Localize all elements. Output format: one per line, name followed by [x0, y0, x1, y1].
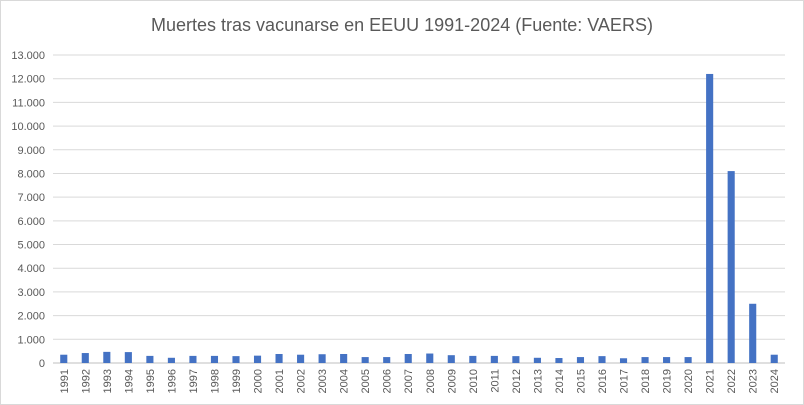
x-tick-label: 2016: [597, 369, 609, 393]
x-tick-label: 1991: [59, 369, 71, 393]
bar-2018: [641, 357, 649, 363]
x-tick-label: 2019: [662, 369, 674, 393]
y-tick-label: 1.000: [17, 334, 45, 346]
x-tick-label: 2017: [619, 369, 631, 393]
y-tick-label: 9.000: [17, 145, 45, 157]
bar-2012: [512, 356, 520, 363]
x-tick-label: 2020: [683, 369, 695, 393]
bar-1997: [189, 355, 197, 363]
bar-1996: [167, 357, 175, 363]
y-tick-label: 6.000: [17, 216, 45, 228]
bar-2019: [663, 357, 671, 363]
y-tick-label: 8.000: [17, 168, 45, 180]
x-tick-label: 2000: [253, 369, 265, 393]
x-tick-label: 1997: [188, 369, 200, 393]
bar-2001: [275, 353, 283, 363]
x-tick-label: 2022: [726, 369, 738, 393]
x-tick-label: 2015: [575, 369, 587, 393]
y-axis-tick-labels: 0 1.000 2.000 3.000 4.000 5.000 6.000 7.000 8.00…: [11, 50, 45, 370]
x-tick-label: 2005: [360, 369, 372, 393]
x-tick-label: 2011: [489, 369, 501, 393]
bar-2017: [619, 358, 628, 363]
x-tick-label: 2004: [339, 369, 351, 393]
x-tick-label: 2021: [705, 369, 717, 393]
x-tick-label: 2013: [532, 369, 544, 393]
bar-1993: [103, 351, 111, 363]
bar-2008: [426, 353, 434, 363]
x-tick-label: 2006: [382, 369, 394, 393]
bar-2002: [297, 354, 305, 363]
bar-2022: [727, 171, 735, 363]
bar-2023: [749, 303, 757, 363]
bar-2000: [253, 355, 262, 363]
x-tick-label: 2007: [403, 369, 415, 393]
x-tick-label: 2010: [468, 369, 480, 393]
x-tick-label: 1995: [145, 369, 157, 393]
x-tick-label: 1996: [166, 369, 178, 393]
bar-1995: [146, 355, 154, 363]
x-axis-tick-labels: 1991 1992 1993 1994 1995 1996 1997 1998 1999 2000…: [59, 369, 781, 393]
bar-2021: [706, 73, 714, 363]
bar-2010: [469, 355, 477, 363]
bar-1992: [81, 353, 89, 363]
bar-2013: [533, 357, 541, 363]
bar-2014: [555, 358, 563, 363]
x-tick-label: 1998: [209, 369, 221, 393]
y-tick-label: 13.000: [11, 50, 45, 62]
y-tick-label: 4.000: [17, 263, 45, 275]
bar-2003: [318, 354, 326, 363]
bar-1998: [210, 355, 219, 363]
x-tick-label: 1999: [231, 369, 243, 393]
y-tick-label: 12.000: [11, 74, 45, 86]
y-tick-label: 7.000: [17, 192, 45, 204]
y-tick-label: 5.000: [17, 240, 45, 252]
gridlines: [53, 54, 785, 364]
x-tick-label: 1994: [123, 369, 135, 393]
bars: [60, 73, 778, 363]
bar-2007: [404, 353, 412, 363]
bar-2011: [490, 355, 498, 363]
x-tick-label: 2018: [640, 369, 652, 393]
x-tick-label: 2009: [446, 369, 458, 393]
x-tick-label: 2001: [274, 369, 286, 393]
x-tick-label: 1993: [102, 369, 114, 393]
bar-2005: [361, 357, 369, 363]
x-tick-label: 2008: [425, 369, 437, 393]
x-tick-label: 2014: [554, 369, 566, 393]
y-tick-label: 11.000: [12, 97, 45, 109]
y-tick-label: 10.000: [11, 121, 45, 133]
bar-1991: [60, 354, 68, 363]
bar-1999: [232, 356, 240, 363]
x-tick-label: 2002: [296, 369, 308, 393]
y-tick-label: 2.000: [17, 311, 45, 323]
y-tick-label: 0: [39, 358, 45, 370]
x-tick-label: 1992: [80, 369, 92, 393]
bar-2006: [383, 357, 391, 363]
x-tick-label: 2003: [317, 369, 329, 393]
chart-title: Muertes tras vacunarse en EEUU 1991-2024…: [151, 15, 653, 35]
x-tick-label: 2023: [748, 369, 760, 393]
bar-2020: [684, 357, 692, 363]
x-tick-label: 2024: [769, 369, 781, 393]
bar-2004: [340, 353, 348, 363]
x-tick-label: 2012: [511, 369, 523, 393]
bar-2016: [598, 356, 606, 363]
bar-2015: [576, 357, 585, 363]
bar-2009: [447, 355, 455, 363]
bar-2024: [770, 354, 778, 363]
y-tick-label: 3.000: [17, 287, 45, 299]
bar-1994: [124, 352, 132, 363]
